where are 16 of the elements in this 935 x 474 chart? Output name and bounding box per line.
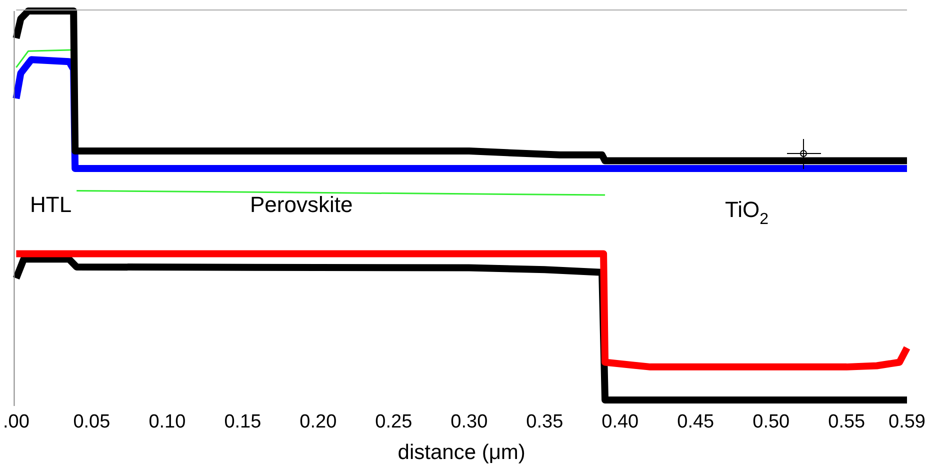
x-tick-label: .00 [2, 412, 30, 433]
x-tick-label: 0.40 [602, 412, 639, 433]
annotation: Perovskite [250, 192, 353, 217]
x-tick-label: 0.05 [73, 412, 110, 433]
annotation: HTL [30, 192, 72, 217]
x-tick-label: 0.30 [450, 412, 488, 433]
x-tick-label: 0.35 [526, 412, 564, 433]
x-tick-label: 0.25 [375, 412, 412, 433]
x-tick-label: 0.20 [300, 412, 337, 433]
x-tick-label: 0.59 [888, 412, 926, 433]
x-tick-label: 0.45 [677, 412, 714, 433]
x-axis-title: distance (μm) [398, 441, 526, 464]
x-tick-label: 0.55 [828, 412, 866, 433]
x-tick-label: 0.15 [224, 412, 262, 433]
x-tick-label: 0.50 [752, 412, 790, 433]
x-tick-label: 0.10 [148, 412, 186, 433]
